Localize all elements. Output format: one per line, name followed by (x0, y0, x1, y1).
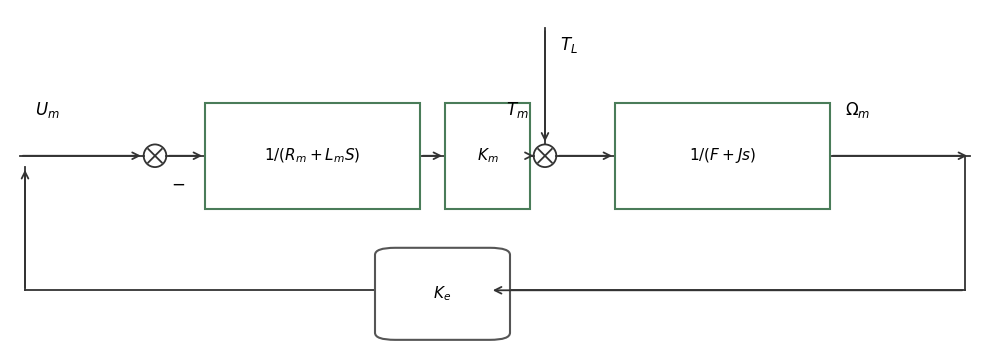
Text: $U_m$: $U_m$ (35, 101, 60, 120)
FancyBboxPatch shape (615, 103, 830, 209)
FancyBboxPatch shape (205, 103, 420, 209)
Text: $1/(F + Js)$: $1/(F + Js)$ (689, 146, 756, 165)
Text: $-$: $-$ (171, 174, 185, 192)
Text: $K_m$: $K_m$ (477, 147, 498, 165)
Text: $K_e$: $K_e$ (433, 285, 452, 303)
FancyBboxPatch shape (445, 103, 530, 209)
Text: $T_L$: $T_L$ (560, 35, 578, 55)
Text: $T_m$: $T_m$ (506, 101, 529, 120)
FancyBboxPatch shape (375, 248, 510, 340)
Text: $\Omega_m$: $\Omega_m$ (845, 101, 870, 120)
Text: $1/(R_m + L_m S)$: $1/(R_m + L_m S)$ (264, 147, 361, 165)
